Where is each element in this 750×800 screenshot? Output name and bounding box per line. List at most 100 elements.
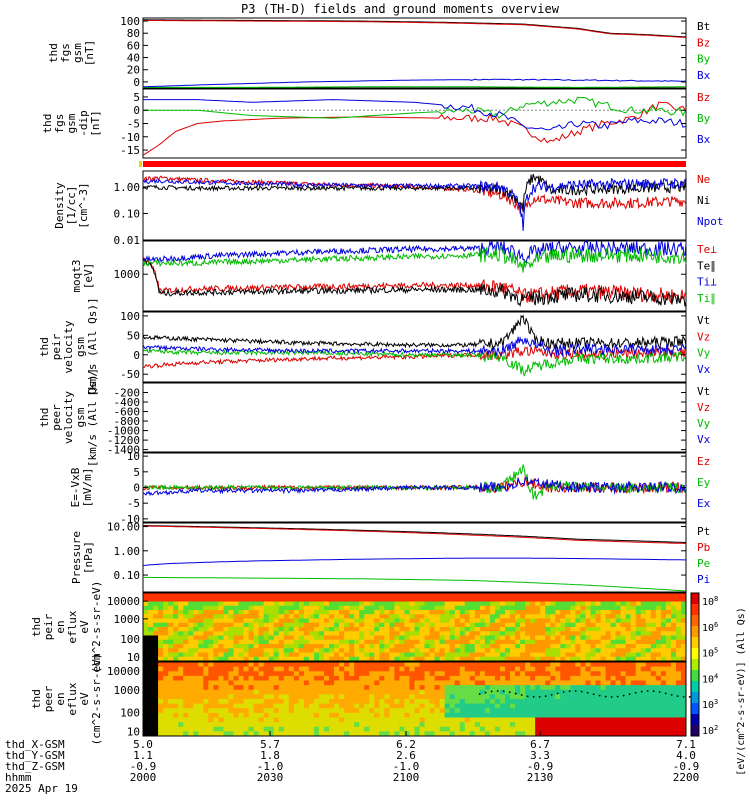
heatmap-cell: [258, 726, 265, 732]
heatmap-cell: [655, 631, 662, 636]
heatmap-cell: [248, 662, 255, 668]
heatmap-cell: [329, 703, 335, 709]
heatmap-cell: [394, 666, 400, 672]
heatmap-cell: [288, 685, 295, 691]
heatmap-cell: [329, 622, 335, 628]
heatmap-cell: [193, 597, 199, 602]
heatmap-cell: [469, 648, 476, 653]
heatmap-cell: [183, 644, 189, 649]
heatmap-cell: [414, 699, 421, 705]
heatmap-cell: [610, 685, 617, 691]
heatmap-cell: [278, 627, 285, 632]
heatmap-cell: [615, 614, 622, 619]
heatmap-cell: [515, 689, 521, 695]
heatmap-cell: [374, 694, 380, 700]
heatmap-cell: [565, 666, 571, 672]
heatmap-cell: [525, 703, 531, 709]
heatmap-cell: [389, 694, 395, 700]
heatmap-cell: [143, 703, 149, 709]
heatmap-cell: [454, 656, 461, 662]
heatmap-cell: [203, 618, 209, 624]
ephemeris-value: 6.2: [396, 738, 416, 751]
heatmap-cell: [510, 605, 516, 611]
heatmap-cell: [419, 717, 426, 723]
heatmap-cell: [600, 610, 607, 615]
heatmap-cell: [183, 671, 189, 677]
heatmap-cell: [329, 656, 335, 662]
heatmap-cell: [449, 680, 456, 686]
heatmap-cell: [605, 726, 612, 732]
heatmap-cell: [384, 622, 390, 628]
heatmap-cell: [233, 680, 240, 686]
heatmap-cell: [474, 656, 481, 662]
heatmap-cell: [143, 731, 149, 737]
heatmap-cell: [479, 618, 486, 624]
heatmap-cell: [173, 614, 179, 619]
heatmap-cell: [454, 685, 461, 691]
heatmap-cell: [339, 675, 345, 681]
heatmap-cell: [590, 694, 596, 700]
heatmap-cell: [479, 708, 486, 714]
heatmap-cell: [550, 631, 556, 636]
heatmap-cell: [318, 631, 325, 636]
heatmap-cell: [530, 703, 536, 709]
heatmap-cell: [535, 618, 541, 624]
heatmap-cell: [228, 597, 234, 602]
heatmap-cell: [308, 712, 315, 718]
heatmap-cell: [670, 622, 677, 628]
heatmap-cell: [580, 593, 586, 598]
heatmap-cell: [223, 648, 229, 653]
heatmap-cell: [595, 601, 602, 607]
heatmap-cell: [344, 605, 350, 611]
heatmap-cell: [158, 680, 164, 686]
heatmap-cell: [505, 689, 511, 695]
heatmap-cell: [223, 593, 229, 598]
heatmap-cell: [233, 708, 240, 714]
heatmap-cell: [349, 652, 355, 658]
heatmap-cell: [494, 666, 501, 672]
heatmap-cell: [520, 614, 526, 619]
heatmap-cell: [565, 694, 571, 700]
heatmap-cell: [494, 605, 501, 611]
y-tick-label: 40: [127, 52, 140, 65]
heatmap-cell: [635, 614, 642, 619]
heatmap-cell: [158, 656, 164, 662]
heatmap-cell: [444, 689, 451, 695]
heatmap-cell: [233, 605, 240, 611]
heatmap-cell: [665, 694, 672, 700]
heatmap-cell: [303, 622, 310, 628]
heatmap-cell: [258, 644, 265, 649]
heatmap-cell: [354, 627, 360, 632]
heatmap-cell: [510, 652, 516, 658]
heatmap-cell: [620, 680, 627, 686]
heatmap-cell: [640, 627, 647, 632]
heatmap-cell: [158, 731, 164, 737]
heatmap-cell: [359, 726, 365, 732]
heatmap-cell: [625, 631, 632, 636]
heatmap-cell: [419, 618, 426, 624]
heatmap-cell: [178, 708, 184, 714]
heatmap-cell: [344, 652, 350, 658]
heatmap-cell: [655, 627, 662, 632]
heatmap-cell: [424, 717, 431, 723]
heatmap-cell: [379, 712, 385, 718]
heatmap-cell: [339, 639, 345, 645]
heatmap-cell: [540, 666, 546, 672]
heatmap-cell: [193, 722, 199, 728]
heatmap-cell: [585, 703, 591, 709]
heatmap-cell: [670, 662, 677, 668]
heatmap-cell: [329, 722, 335, 728]
heatmap-cell: [610, 618, 617, 624]
heatmap-cell: [655, 614, 662, 619]
heatmap-cell: [479, 662, 486, 668]
heatmap-cell: [384, 644, 390, 649]
heatmap-cell: [444, 731, 451, 737]
heatmap-cell: [228, 639, 234, 645]
heatmap-cell: [334, 627, 340, 632]
heatmap-dot: [622, 694, 625, 697]
heatmap-cell: [359, 722, 365, 728]
series-line-Bt: [143, 19, 687, 38]
heatmap-cell: [459, 666, 466, 672]
